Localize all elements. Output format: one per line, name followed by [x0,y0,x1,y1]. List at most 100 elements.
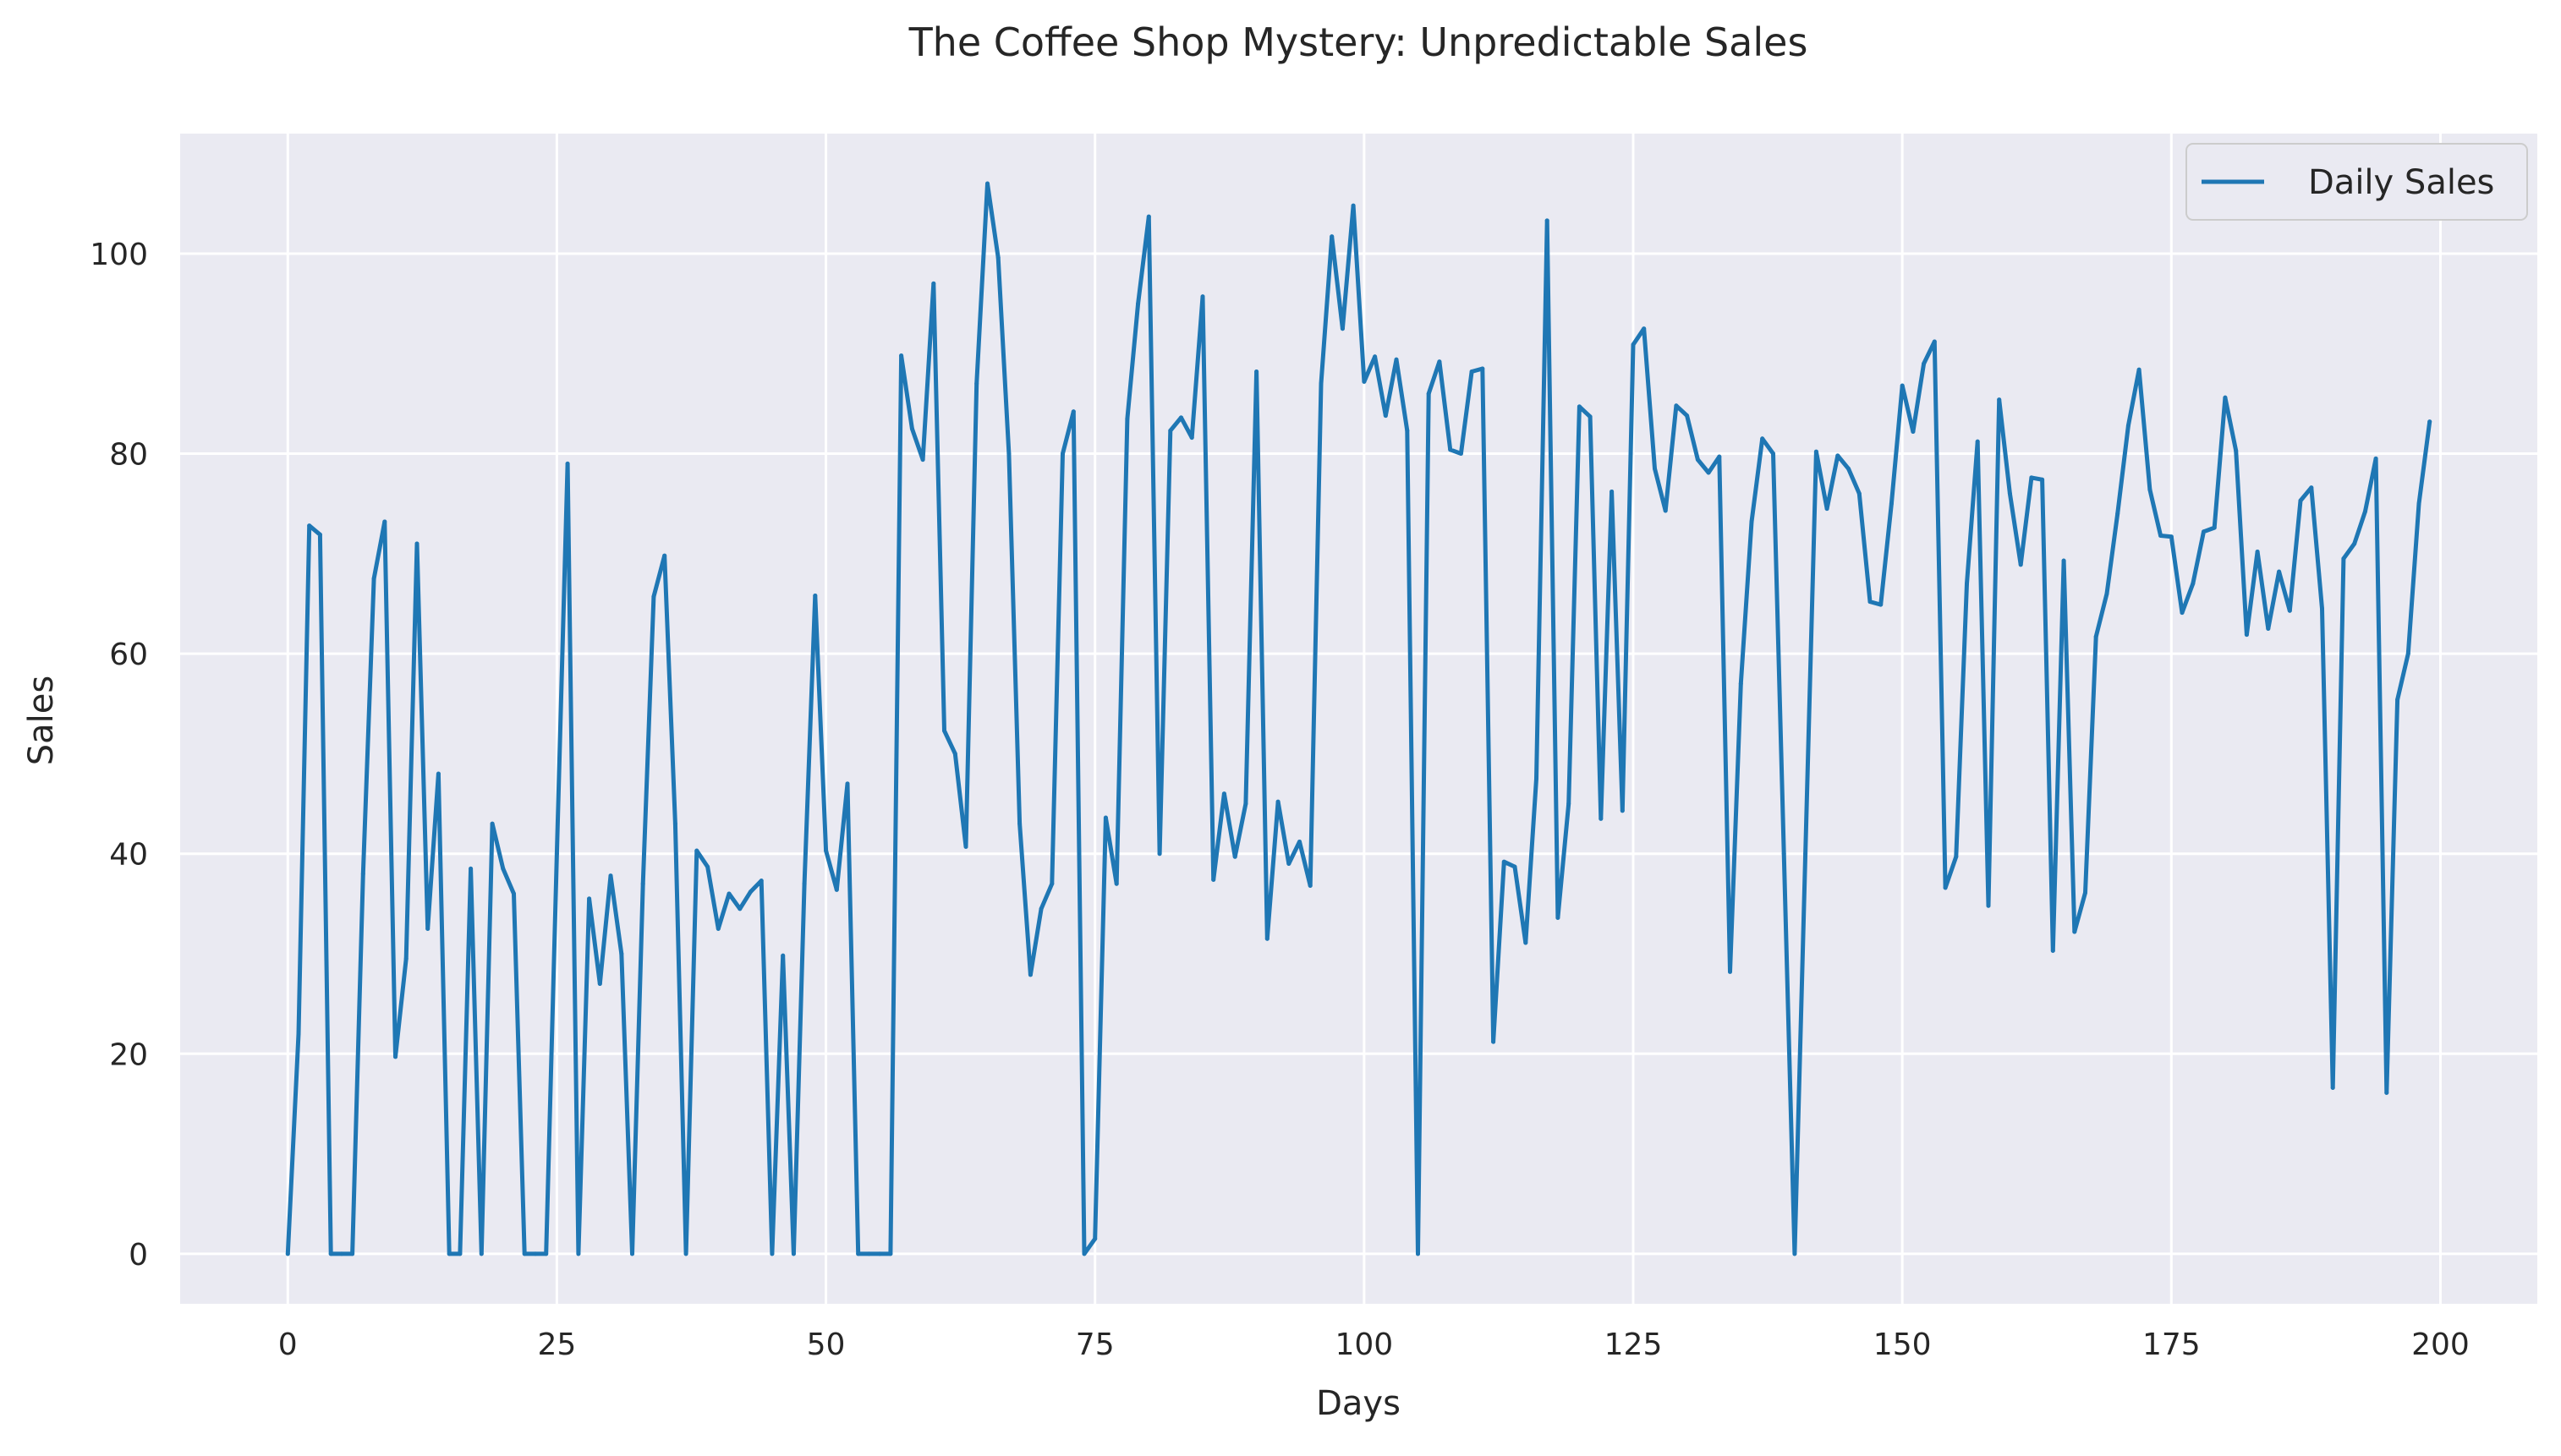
data-point [328,1251,333,1256]
data-point [813,594,818,598]
x-tick-label: 150 [1873,1327,1932,1362]
data-point [436,771,441,776]
data-point [2147,487,2152,492]
data-point [1136,301,1141,306]
data-point [1437,359,1442,364]
grid-lines [180,134,2537,1304]
data-point [1889,501,1894,506]
data-point [2362,509,2367,514]
x-axis-ticks: 0 25 50 75 100 125 150 175 200 [278,1327,2470,1362]
data-point [360,871,365,876]
y-tick-label: 0 [129,1238,148,1273]
data-point [1728,969,1732,974]
data-point [1071,409,1076,414]
data-point [1373,354,1378,359]
data-point [1835,453,1840,458]
data-point [490,821,495,826]
data-point [2320,606,2324,611]
data-point [469,866,474,871]
data-point [512,891,516,896]
data-point [1362,379,1367,384]
data-point [1760,436,1765,441]
data-point [350,1251,355,1256]
data-point [651,594,656,599]
data-point [608,873,613,879]
data-point [791,1251,796,1256]
data-point [2309,485,2314,490]
x-axis-label: Days [1316,1384,1401,1423]
data-point [1383,413,1388,419]
data-point [1620,808,1625,813]
data-point [1631,342,1636,348]
data-point [2180,610,2185,616]
data-point [1179,415,1183,420]
data-point [2298,498,2303,503]
data-point [995,255,1001,260]
data-point [1330,234,1335,239]
data-point [533,1251,538,1256]
data-point [619,951,624,956]
data-point [1975,439,1980,444]
data-point [2007,491,2012,496]
data-point [662,553,667,558]
data-point [447,1251,452,1256]
data-point [2093,634,2098,639]
data-point [2212,525,2217,530]
data-point [1813,449,1818,454]
data-point [802,881,807,886]
data-point [2083,890,2087,895]
data-point [2072,929,2077,934]
data-point [974,381,979,386]
y-tick-label: 100 [90,238,148,272]
data-point [2125,423,2131,428]
data-point [963,844,968,849]
data-point [2050,948,2055,953]
data-point [2234,448,2239,453]
data-point [1588,414,1593,419]
series-line-daily-sales [285,181,2432,1256]
data-point [1663,508,1668,513]
data-point [2330,1086,2335,1090]
data-point [544,1251,549,1256]
data-point [2029,475,2034,480]
data-point [1846,466,1851,471]
data-point [770,1251,775,1256]
data-point [1200,294,1205,299]
data-point [2416,501,2421,506]
data-point [2061,558,2066,563]
data-point [393,1054,398,1059]
data-point [781,953,786,958]
data-point [425,926,430,931]
data-point [1566,802,1571,806]
data-point [1254,369,1259,374]
data-point [458,1251,463,1256]
y-axis-ticks: 0 20 40 60 80 100 [90,238,148,1273]
data-point [296,1032,301,1037]
data-point [1050,881,1055,886]
data-point [1458,452,1463,456]
data-point [414,541,420,546]
x-tick-label: 125 [1604,1327,1663,1362]
data-point [672,821,677,826]
data-point [1674,403,1679,408]
legend: Daily Sales [2185,143,2528,221]
data-point [888,1251,893,1256]
data-point [565,461,570,466]
data-point [867,1251,871,1256]
data-point [1061,452,1065,456]
data-point [2158,534,2163,538]
data-point [909,426,914,431]
data-point [1416,1251,1420,1256]
x-tick-label: 75 [1076,1327,1115,1362]
data-point [759,879,764,884]
data-point [403,956,409,961]
data-point [931,281,936,286]
data-point [1771,452,1775,456]
data-point [2352,541,2357,546]
data-point [1168,428,1173,433]
data-point [640,881,645,886]
data-point [2395,698,2400,702]
data-point [2040,477,2045,482]
